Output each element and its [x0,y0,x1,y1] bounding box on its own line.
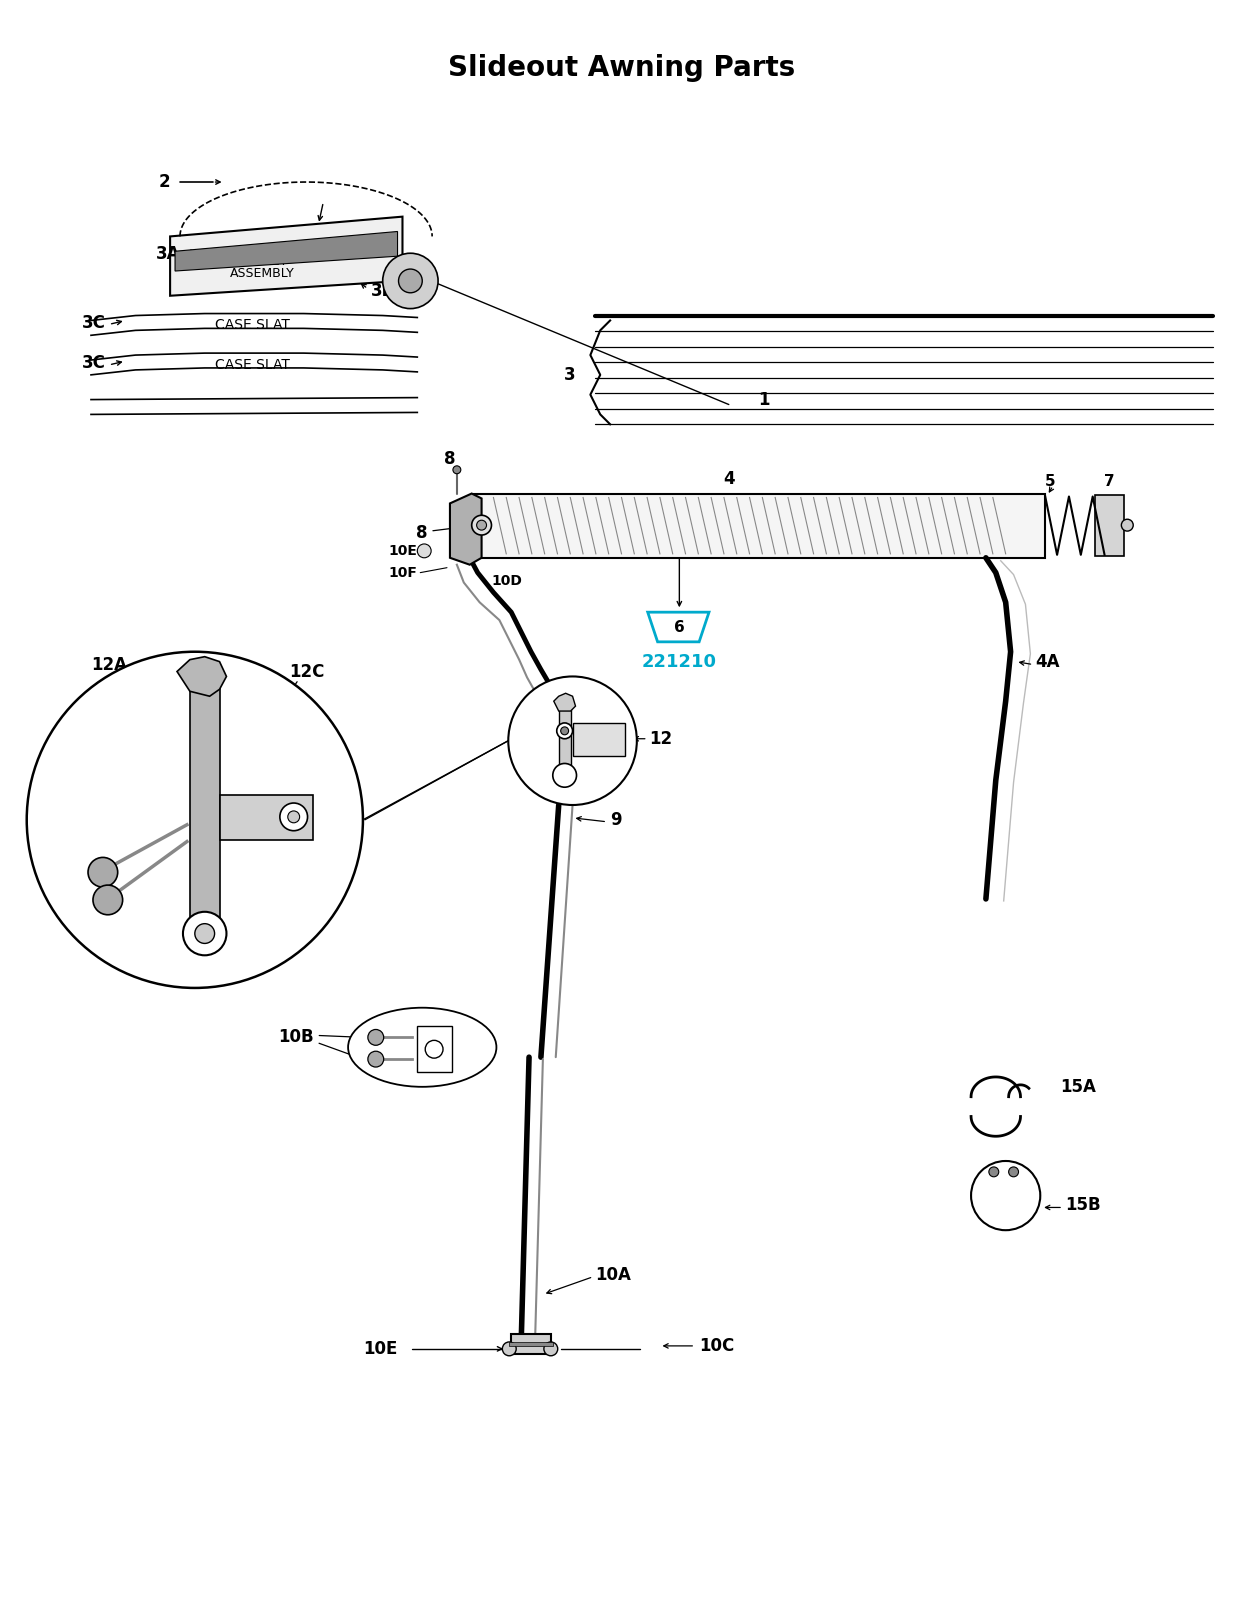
Text: 15A: 15A [1060,1077,1096,1096]
Text: 3B: 3B [371,282,396,299]
Polygon shape [572,723,624,755]
Polygon shape [190,671,219,939]
Circle shape [26,652,363,989]
Circle shape [1121,520,1133,531]
Circle shape [383,253,438,309]
Text: 2: 2 [158,172,170,192]
Circle shape [471,515,491,535]
Text: FLEX KEY: FLEX KEY [229,254,287,267]
Text: CASE SLAT: CASE SLAT [215,319,290,332]
Circle shape [280,803,307,831]
Text: +: + [197,807,213,826]
Circle shape [503,1343,516,1356]
Polygon shape [450,494,481,565]
Circle shape [509,676,637,805]
Text: 10A: 10A [596,1265,631,1283]
Text: 8: 8 [415,525,427,543]
Circle shape [368,1029,383,1045]
Text: 4: 4 [723,470,735,488]
Text: ASSEMBLY: ASSEMBLY [229,267,294,280]
Text: 3A: 3A [156,245,180,262]
Polygon shape [559,702,571,778]
Text: 5: 5 [1045,475,1055,489]
Circle shape [989,1167,999,1177]
Circle shape [287,811,300,823]
Text: 6: 6 [674,620,684,634]
Text: +: + [256,807,275,828]
Text: 12C: 12C [289,662,325,681]
Polygon shape [474,494,1045,557]
Text: 12: 12 [649,729,673,747]
Circle shape [195,924,215,943]
Circle shape [972,1161,1040,1230]
Circle shape [557,723,572,739]
Text: +: + [592,729,608,747]
Polygon shape [175,232,398,270]
Text: 1: 1 [759,391,770,409]
Text: 8: 8 [444,449,455,469]
Text: 9: 9 [610,811,622,829]
Text: 10C: 10C [699,1336,734,1356]
Polygon shape [511,1335,551,1354]
Circle shape [561,726,569,734]
Circle shape [425,1040,443,1058]
Text: 3C: 3C [82,354,106,372]
Circle shape [1009,1167,1019,1177]
Polygon shape [177,657,226,696]
Ellipse shape [348,1008,496,1087]
Polygon shape [554,694,576,712]
Text: 3: 3 [564,365,576,383]
Text: Slideout Awning Parts: Slideout Awning Parts [448,55,796,82]
Circle shape [183,911,226,955]
Text: 3C: 3C [82,314,106,332]
Polygon shape [417,1026,452,1072]
Text: 221210: 221210 [642,652,717,671]
Text: 4A: 4A [1035,652,1060,671]
Text: CASE SLAT: CASE SLAT [215,357,290,372]
Polygon shape [509,1343,552,1346]
Circle shape [544,1343,557,1356]
Text: 7: 7 [1105,475,1115,489]
Text: 10F: 10F [388,565,417,580]
Circle shape [368,1051,383,1067]
Circle shape [398,269,422,293]
Circle shape [476,520,486,530]
Polygon shape [219,795,313,839]
Text: 10E: 10E [363,1340,398,1357]
Text: 15B: 15B [1065,1196,1101,1214]
Text: 10B: 10B [277,1029,313,1046]
Text: 12A: 12A [91,655,127,673]
Circle shape [453,465,460,473]
Circle shape [552,763,576,787]
Text: 12B: 12B [49,863,85,881]
Circle shape [417,544,432,557]
Circle shape [93,886,123,914]
Polygon shape [170,217,403,296]
Text: 10E: 10E [388,544,417,559]
Polygon shape [1095,496,1125,555]
Text: 10D: 10D [491,573,522,588]
Circle shape [88,858,118,887]
